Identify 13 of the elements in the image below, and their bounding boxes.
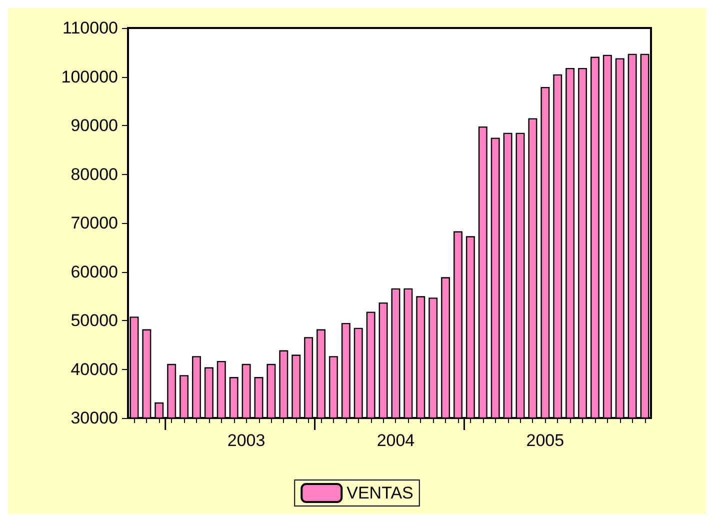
y-tick-label: 50000 (70, 311, 118, 330)
y-tick-label: 110000 (62, 18, 118, 38)
y-tick-label: 40000 (70, 360, 118, 379)
x-tick-label: 2003 (227, 431, 266, 450)
legend-label: VENTAS (346, 484, 414, 502)
y-tick-label: 70000 (70, 214, 118, 232)
x-tick-label: 2004 (376, 431, 415, 450)
x-tick-label: 2005 (526, 431, 564, 450)
y-tick-label: 60000 (70, 262, 118, 282)
y-tick-label: 100000 (61, 67, 118, 86)
y-tick-label: 90000 (70, 116, 118, 135)
y-tick-label: 30000 (70, 408, 118, 428)
y-tick-label: 80000 (70, 164, 118, 184)
